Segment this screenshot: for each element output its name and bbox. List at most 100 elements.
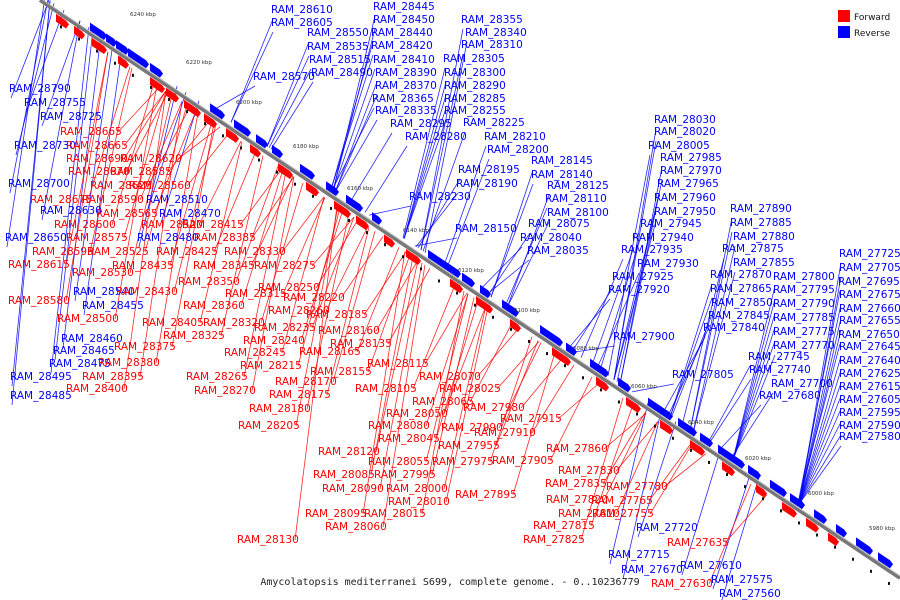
axis-marker xyxy=(420,267,422,271)
forward-gene-arrow xyxy=(226,128,239,143)
forward-legend-label: Forward xyxy=(854,13,890,23)
axis-marker xyxy=(492,315,494,319)
blue-leader-line xyxy=(613,206,657,380)
red-leader-line xyxy=(123,90,167,239)
red-leader-line xyxy=(123,90,167,160)
forward-gene-label: RAM_28155 xyxy=(310,366,372,378)
kbp-tick-label: 6180 kbp xyxy=(293,144,319,150)
forward-gene-label: RAM_28235 xyxy=(254,322,316,334)
axis-marker xyxy=(708,460,710,464)
blue-leader-line xyxy=(403,107,447,239)
reverse-gene-arrow xyxy=(210,103,225,120)
axis-marker xyxy=(762,497,764,501)
forward-gene-label: RAM_28085 xyxy=(313,469,375,481)
blue-leader-line xyxy=(62,34,102,349)
forward-gene-label: RAM_28395 xyxy=(82,371,144,383)
kbp-tick-label: 6100 kbp xyxy=(514,308,540,314)
reverse-gene-label: RAM_27865 xyxy=(710,283,772,295)
reverse-gene-arrow xyxy=(150,62,163,78)
blue-leader-line xyxy=(798,421,842,505)
blue-leader-line xyxy=(613,220,657,380)
axis-marker xyxy=(672,436,674,440)
kbp-tick-label: 6000 kbp xyxy=(808,491,834,497)
forward-gene-arrow xyxy=(150,76,165,93)
reverse-gene-label: RAM_27925 xyxy=(612,271,674,283)
blue-leader-line xyxy=(424,41,468,253)
forward-gene-label: RAM_28250 xyxy=(258,282,320,294)
red-leader-line xyxy=(332,231,376,383)
forward-gene-arrow xyxy=(828,532,839,546)
reverse-gene-label: RAM_28370 xyxy=(375,80,437,92)
axis-marker xyxy=(114,61,116,65)
forward-gene-arrow xyxy=(756,484,767,498)
red-leader-line xyxy=(512,352,556,496)
forward-gene-label: RAM_27955 xyxy=(438,440,500,452)
red-leader-line xyxy=(445,307,489,503)
reverse-gene-label: RAM_28470 xyxy=(159,208,221,220)
reverse-gene-label: RAM_27615 xyxy=(839,381,900,393)
red-leader-line xyxy=(603,413,647,501)
reverse-gene-label: RAM_27890 xyxy=(730,203,792,215)
blue-leader-line xyxy=(721,477,760,600)
reverse-gene-label: RAM_28365 xyxy=(372,93,434,105)
reverse-legend-label: Reverse xyxy=(854,29,891,39)
reverse-gene-label: RAM_28300 xyxy=(444,67,506,79)
red-leader-line xyxy=(370,256,414,476)
blue-leader-line xyxy=(446,158,490,268)
blue-leader-line xyxy=(692,245,736,433)
red-leader-line xyxy=(476,327,520,378)
blue-leader-line xyxy=(364,145,408,213)
forward-gene-label: RAM_27810 xyxy=(558,508,620,520)
reverse-gene-label: RAM_28110 xyxy=(545,193,607,205)
forward-gene-label: RAM_28060 xyxy=(325,521,387,533)
red-leader-line xyxy=(123,90,167,147)
blue-leader-line xyxy=(607,154,651,376)
forward-gene-label: RAM_28135 xyxy=(330,338,392,350)
blue-leader-line xyxy=(732,354,776,460)
reverse-gene-label: RAM_27930 xyxy=(637,258,699,270)
reverse-gene-label: RAM_28495 xyxy=(10,371,72,383)
red-leader-line xyxy=(724,494,768,544)
blue-leader-line xyxy=(662,336,706,413)
reverse-gene-arrow xyxy=(346,194,363,213)
blue-leader-line xyxy=(681,450,721,576)
reverse-gene-label: RAM_27845 xyxy=(708,310,770,322)
red-leader-line xyxy=(198,140,242,226)
forward-gene-arrow xyxy=(92,37,107,55)
forward-gene-label: RAM_28400 xyxy=(66,383,128,395)
forward-gene-label: RAM_28015 xyxy=(364,508,426,520)
forward-gene-arrow xyxy=(450,278,463,294)
axis-marker xyxy=(186,110,188,114)
forward-gene-label: RAM_28530 xyxy=(72,267,134,279)
reverse-gene-label: RAM_27900 xyxy=(613,331,675,343)
forward-gene-label: RAM_27975 xyxy=(432,456,494,468)
reverse-gene-label: RAM_28605 xyxy=(271,17,333,29)
axis-marker xyxy=(780,509,782,513)
red-leader-line xyxy=(356,247,400,353)
reverse-gene-label: RAM_27770 xyxy=(773,340,835,352)
reverse-gene-label: RAM_28650 xyxy=(5,232,67,244)
forward-gene-label: RAM_28205 xyxy=(238,420,300,432)
red-leader-line xyxy=(117,86,161,133)
reverse-gene-arrow xyxy=(480,284,491,299)
blue-leader-line xyxy=(596,272,640,369)
reverse-gene-arrow xyxy=(256,134,268,149)
forward-gene-label: RAM_28425 xyxy=(156,246,218,258)
reverse-gene-label: RAM_28190 xyxy=(456,178,518,190)
red-leader-line xyxy=(340,236,384,299)
blue-leader-line xyxy=(420,53,464,251)
forward-gene-label: RAM_27820 xyxy=(546,494,608,506)
forward-gene-arrow xyxy=(74,25,85,40)
reverse-gene-label: RAM_28255 xyxy=(444,105,506,117)
blue-leader-line xyxy=(403,81,447,239)
axis-marker xyxy=(510,327,512,331)
reverse-gene-arrow xyxy=(326,181,339,196)
red-leader-line xyxy=(615,421,659,515)
red-leader-line xyxy=(213,151,257,253)
kbp-tick-label: 6060 kbp xyxy=(631,384,657,390)
reverse-gene-label: RAM_27935 xyxy=(621,244,683,256)
red-leader-line xyxy=(240,169,284,307)
blue-leader-line xyxy=(479,246,523,291)
red-leader-line xyxy=(648,443,692,502)
